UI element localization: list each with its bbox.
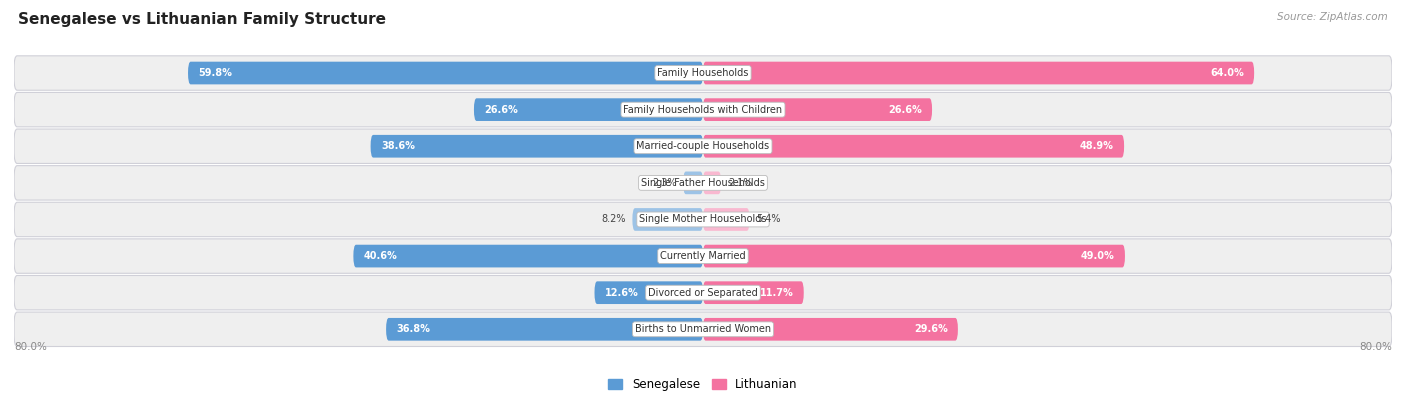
Text: Married-couple Households: Married-couple Households — [637, 141, 769, 151]
Text: 12.6%: 12.6% — [605, 288, 638, 298]
FancyBboxPatch shape — [703, 208, 749, 231]
Text: 64.0%: 64.0% — [1211, 68, 1244, 78]
Text: 8.2%: 8.2% — [600, 214, 626, 224]
Text: Source: ZipAtlas.com: Source: ZipAtlas.com — [1277, 12, 1388, 22]
FancyBboxPatch shape — [188, 62, 703, 85]
FancyBboxPatch shape — [703, 318, 957, 340]
FancyBboxPatch shape — [683, 171, 703, 194]
FancyBboxPatch shape — [14, 312, 1392, 346]
Text: 59.8%: 59.8% — [198, 68, 232, 78]
Text: 36.8%: 36.8% — [396, 324, 430, 334]
Text: Family Households: Family Households — [658, 68, 748, 78]
FancyBboxPatch shape — [703, 171, 721, 194]
FancyBboxPatch shape — [474, 98, 703, 121]
Text: 40.6%: 40.6% — [364, 251, 398, 261]
FancyBboxPatch shape — [14, 166, 1392, 200]
FancyBboxPatch shape — [14, 239, 1392, 273]
Text: Single Mother Households: Single Mother Households — [640, 214, 766, 224]
Text: 2.1%: 2.1% — [728, 178, 752, 188]
FancyBboxPatch shape — [14, 275, 1392, 310]
FancyBboxPatch shape — [387, 318, 703, 340]
Text: Senegalese vs Lithuanian Family Structure: Senegalese vs Lithuanian Family Structur… — [18, 12, 387, 27]
FancyBboxPatch shape — [14, 56, 1392, 90]
FancyBboxPatch shape — [703, 98, 932, 121]
FancyBboxPatch shape — [703, 62, 1254, 85]
FancyBboxPatch shape — [703, 245, 1125, 267]
Text: 29.6%: 29.6% — [914, 324, 948, 334]
Text: 80.0%: 80.0% — [14, 342, 46, 352]
Text: Family Households with Children: Family Households with Children — [623, 105, 783, 115]
Text: 5.4%: 5.4% — [756, 214, 780, 224]
Text: 38.6%: 38.6% — [381, 141, 415, 151]
FancyBboxPatch shape — [633, 208, 703, 231]
FancyBboxPatch shape — [703, 281, 804, 304]
Text: 26.6%: 26.6% — [889, 105, 922, 115]
Text: Single Father Households: Single Father Households — [641, 178, 765, 188]
FancyBboxPatch shape — [595, 281, 703, 304]
FancyBboxPatch shape — [703, 135, 1125, 158]
Text: 48.9%: 48.9% — [1080, 141, 1114, 151]
Text: 80.0%: 80.0% — [1360, 342, 1392, 352]
Text: 26.6%: 26.6% — [484, 105, 517, 115]
FancyBboxPatch shape — [14, 129, 1392, 164]
FancyBboxPatch shape — [14, 92, 1392, 127]
Text: Births to Unmarried Women: Births to Unmarried Women — [636, 324, 770, 334]
FancyBboxPatch shape — [371, 135, 703, 158]
Text: 49.0%: 49.0% — [1081, 251, 1115, 261]
Text: Divorced or Separated: Divorced or Separated — [648, 288, 758, 298]
FancyBboxPatch shape — [353, 245, 703, 267]
Text: Currently Married: Currently Married — [661, 251, 745, 261]
Legend: Senegalese, Lithuanian: Senegalese, Lithuanian — [603, 373, 803, 395]
Text: 11.7%: 11.7% — [759, 288, 793, 298]
Text: 2.3%: 2.3% — [652, 178, 676, 188]
FancyBboxPatch shape — [14, 202, 1392, 237]
